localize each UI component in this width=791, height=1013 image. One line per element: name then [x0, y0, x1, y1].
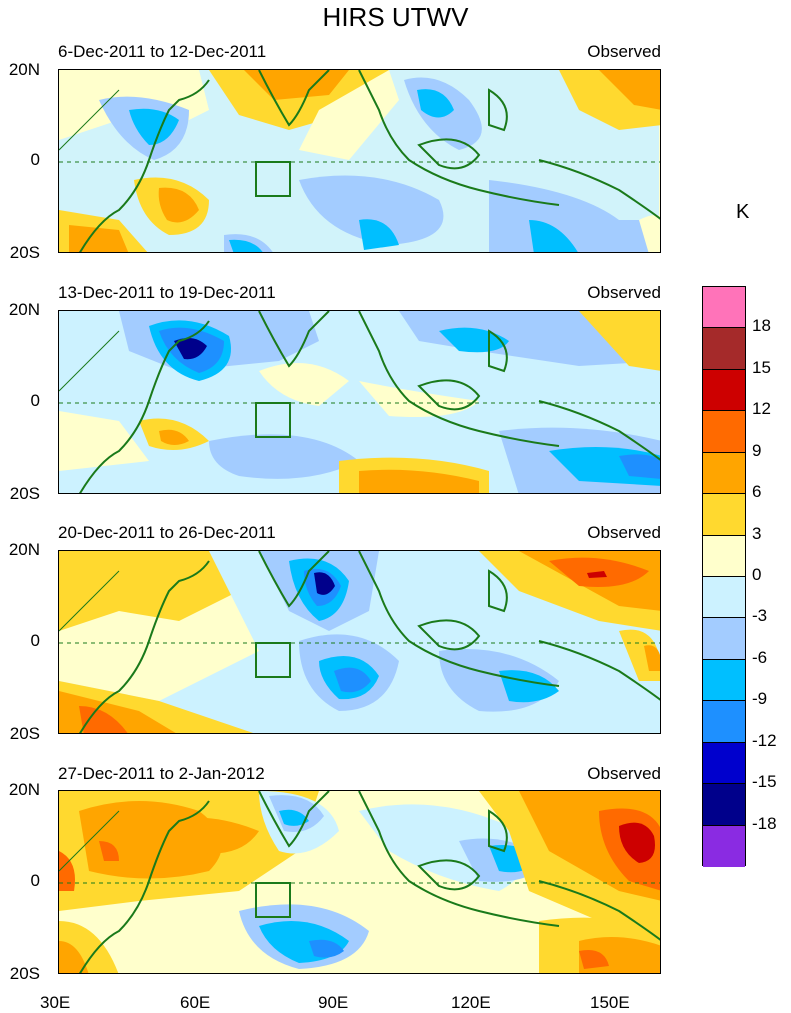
x-tick-60e: 60E: [180, 993, 211, 1012]
map-panel-3-field: [59, 551, 660, 733]
colorbar-label: -18: [752, 813, 777, 833]
colorbar: [702, 286, 746, 867]
colorbar-unit: K: [736, 201, 750, 223]
y-tick-0-p2: 0: [30, 391, 40, 410]
panel-1-label: Observed: [587, 42, 661, 61]
panel-2-label: Observed: [587, 283, 661, 302]
panel-4-label: Observed: [587, 764, 661, 783]
colorbar-label: 12: [752, 399, 771, 419]
panel-2-date-range: 13-Dec-2011 to 19-Dec-2011: [58, 283, 276, 302]
map-panel-3: [58, 550, 661, 734]
y-tick-20n-p1: 20N: [8, 60, 40, 79]
y-tick-0-p3: 0: [30, 631, 40, 650]
colorbar-box: [703, 784, 745, 826]
y-tick-20n-p2: 20N: [8, 300, 40, 319]
x-tick-150e: 150E: [590, 993, 630, 1012]
colorbar-label: -12: [752, 730, 777, 750]
y-tick-20n-p4: 20N: [8, 780, 40, 799]
colorbar-label: 3: [752, 523, 762, 543]
colorbar-box: [703, 659, 745, 702]
colorbar-label: -6: [752, 647, 768, 667]
colorbar-box: [703, 618, 745, 660]
colorbar-label: 18: [752, 316, 771, 336]
panel-3-label: Observed: [587, 523, 661, 542]
colorbar-label: 9: [752, 440, 762, 460]
x-tick-90e: 90E: [318, 993, 349, 1012]
y-tick-20s-p1: 20S: [9, 243, 40, 262]
colorbar-label: 15: [752, 357, 771, 377]
x-tick-30e: 30E: [40, 993, 71, 1012]
panel-3-date-range: 20-Dec-2011 to 26-Dec-2011: [58, 523, 276, 542]
x-tick-120e: 120E: [451, 993, 491, 1012]
y-tick-20s-p4: 20S: [9, 964, 40, 983]
colorbar-box: [703, 494, 745, 536]
colorbar-label: -15: [752, 772, 777, 792]
y-tick-0-p4: 0: [30, 871, 40, 890]
colorbar-box: [703, 411, 745, 453]
colorbar-box: [703, 577, 745, 619]
y-tick-0-p1: 0: [30, 150, 40, 169]
colorbar-label: 0: [752, 565, 762, 584]
map-title: HIRS UTWV: [322, 2, 469, 32]
map-panel-2: [58, 310, 661, 494]
map-panel-1-field: [59, 70, 660, 252]
colorbar-box: [703, 287, 745, 329]
colorbar-box: [703, 825, 745, 867]
colorbar-box: [703, 701, 745, 743]
map-panel-4-field: [59, 791, 660, 973]
colorbar-box: [703, 369, 745, 412]
colorbar-label: 6: [752, 482, 762, 502]
y-tick-20n-p3: 20N: [8, 540, 40, 559]
colorbar-box: [703, 742, 745, 785]
colorbar-label: -3: [752, 606, 768, 626]
colorbar-box: [703, 328, 745, 370]
y-tick-20s-p2: 20S: [9, 484, 40, 503]
map-panel-4: [58, 790, 661, 974]
colorbar-box: [703, 535, 745, 577]
y-tick-20s-p3: 20S: [9, 724, 40, 743]
panel-4-date-range: 27-Dec-2011 to 2-Jan-2012: [58, 764, 265, 783]
colorbar-label: -9: [752, 689, 768, 709]
map-panel-2-field: [59, 311, 660, 493]
colorbar-box: [703, 452, 745, 495]
panel-1-date-range: 6-Dec-2011 to 12-Dec-2011: [58, 42, 267, 61]
map-panel-1: [58, 69, 661, 253]
